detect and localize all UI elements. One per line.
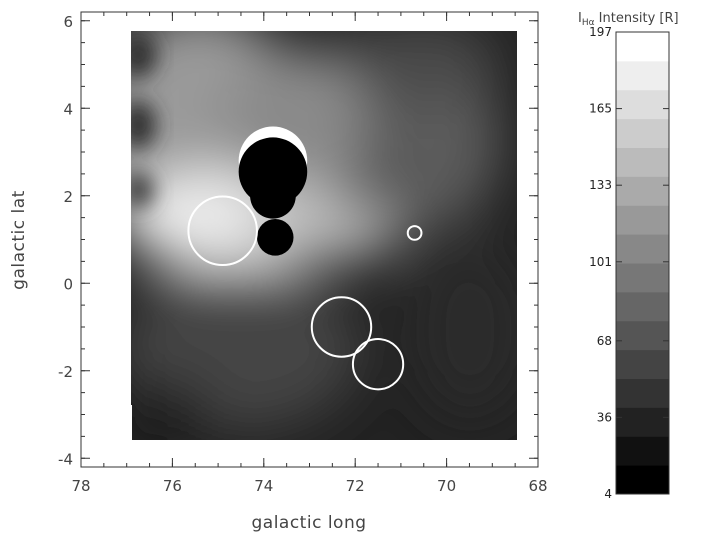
y-axis-label: galactic lat	[9, 190, 29, 290]
y-axis: -4 -2 0 2 4 6	[58, 13, 538, 468]
y-tick-label: 6	[63, 13, 73, 31]
colorbar-band	[616, 176, 669, 206]
colorbar-tick-label: 36	[597, 410, 612, 424]
outlined-regions	[187, 195, 423, 391]
colorbar: 197 165 133 101 68 36 4	[589, 25, 670, 501]
x-tick-label: 70	[437, 477, 456, 495]
x-tick-label: 78	[71, 477, 90, 495]
colorbar-band	[616, 436, 669, 466]
x-tick-label: 74	[254, 477, 273, 495]
colorbar-tick-label: 165	[589, 102, 612, 116]
intensity-map	[131, 31, 517, 440]
y-tick-label: -4	[58, 450, 73, 468]
x-axis-label: galactic long	[251, 513, 366, 533]
colorbar-band	[616, 60, 669, 91]
x-tick-label: 76	[163, 477, 182, 495]
y-tick-label: 0	[63, 275, 73, 293]
colorbar-band	[616, 263, 669, 293]
colorbar-frame	[615, 31, 670, 495]
outlined-region-0	[187, 195, 258, 267]
colorbar-tick-label: 4	[604, 487, 612, 501]
masked-regions	[238, 126, 308, 256]
colorbar-title-main: I	[578, 11, 582, 26]
colorbar-band	[616, 205, 669, 235]
colorbar-title-sub: Hα	[582, 18, 595, 28]
colorbar-band	[616, 89, 669, 120]
colorbar-band	[616, 378, 669, 408]
colorbar-band	[616, 407, 669, 437]
colorbar-title-rest: Intensity [R]	[595, 11, 679, 26]
x-axis: 78 76 74 72 70 68	[71, 12, 548, 495]
colorbar-band	[616, 349, 669, 379]
x-tick-label: 68	[528, 477, 547, 495]
colorbar-title: IHα Intensity [R]	[578, 11, 679, 28]
outlined-region-2	[351, 338, 405, 391]
colorbar-tick-label: 197	[589, 25, 612, 39]
y-tick-label: -2	[58, 363, 73, 381]
colorbar-band	[616, 32, 669, 62]
colorbar-band	[616, 118, 669, 148]
outlined-region-3	[406, 225, 423, 241]
y-tick-label: 2	[63, 188, 73, 206]
colorbar-band	[616, 147, 669, 177]
colorbar-band	[616, 234, 669, 264]
x-tick-label: 72	[346, 477, 365, 495]
colorbar-band	[616, 465, 669, 495]
masked-region-3	[256, 219, 294, 256]
colorbar-tick-label: 133	[589, 178, 612, 192]
colorbar-tick-label: 101	[589, 255, 612, 269]
outlined-region-1	[310, 296, 373, 358]
y-tick-label: 4	[63, 100, 73, 118]
colorbar-band	[616, 320, 669, 351]
colorbar-band	[616, 291, 669, 322]
colorbar-tick-label: 68	[597, 334, 612, 348]
masked-region-2	[250, 172, 296, 219]
